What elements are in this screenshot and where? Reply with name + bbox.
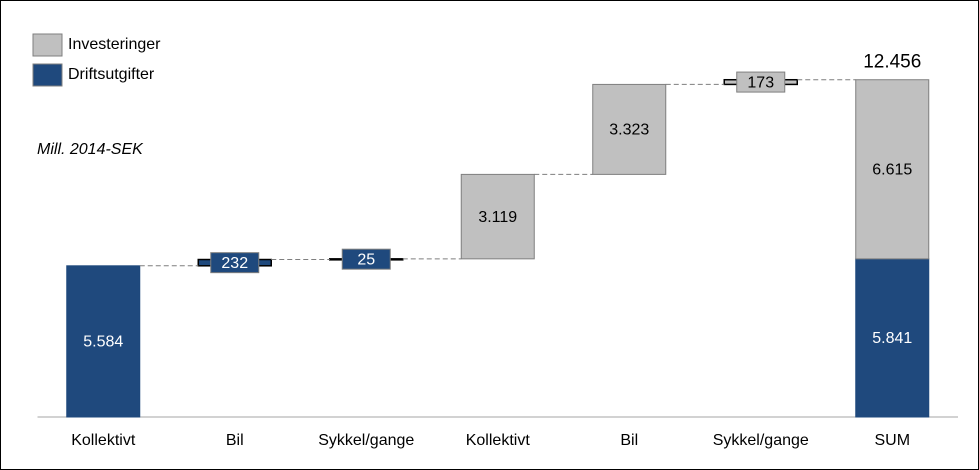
total-label: 12.456 xyxy=(863,52,921,73)
x-tick-label: Bil xyxy=(620,432,638,449)
x-tick-label: SUM xyxy=(874,432,910,449)
value-label: 3.119 xyxy=(478,209,517,226)
value-label: 6.615 xyxy=(872,162,912,179)
bar xyxy=(592,83,667,175)
value-label: 25 xyxy=(357,251,375,268)
legend-swatch xyxy=(32,63,63,87)
legend-label: Driftsutgifter xyxy=(68,66,155,83)
legend-swatch xyxy=(32,33,63,57)
value-label-box xyxy=(210,252,260,274)
annotation: Mill. 2014-SEK xyxy=(37,141,144,158)
legend-label: Investeringer xyxy=(68,36,161,53)
value-label: 5.584 xyxy=(83,334,123,351)
value-label: 232 xyxy=(221,255,248,272)
bar xyxy=(855,79,930,260)
bar xyxy=(460,173,535,260)
value-label: 3.323 xyxy=(609,122,649,139)
bar xyxy=(66,265,141,418)
x-tick-label: Kollektivt xyxy=(466,432,531,449)
value-label: 5.841 xyxy=(872,330,912,347)
x-tick-label: Sykkel/gange xyxy=(713,432,809,449)
x-tick-label: Sykkel/gange xyxy=(318,432,414,449)
value-label: 173 xyxy=(747,74,774,91)
x-tick-label: Bil xyxy=(226,432,244,449)
bar xyxy=(855,258,930,418)
value-label-box xyxy=(341,248,391,270)
x-tick-label: Kollektivt xyxy=(71,432,136,449)
value-label-box xyxy=(736,71,786,93)
